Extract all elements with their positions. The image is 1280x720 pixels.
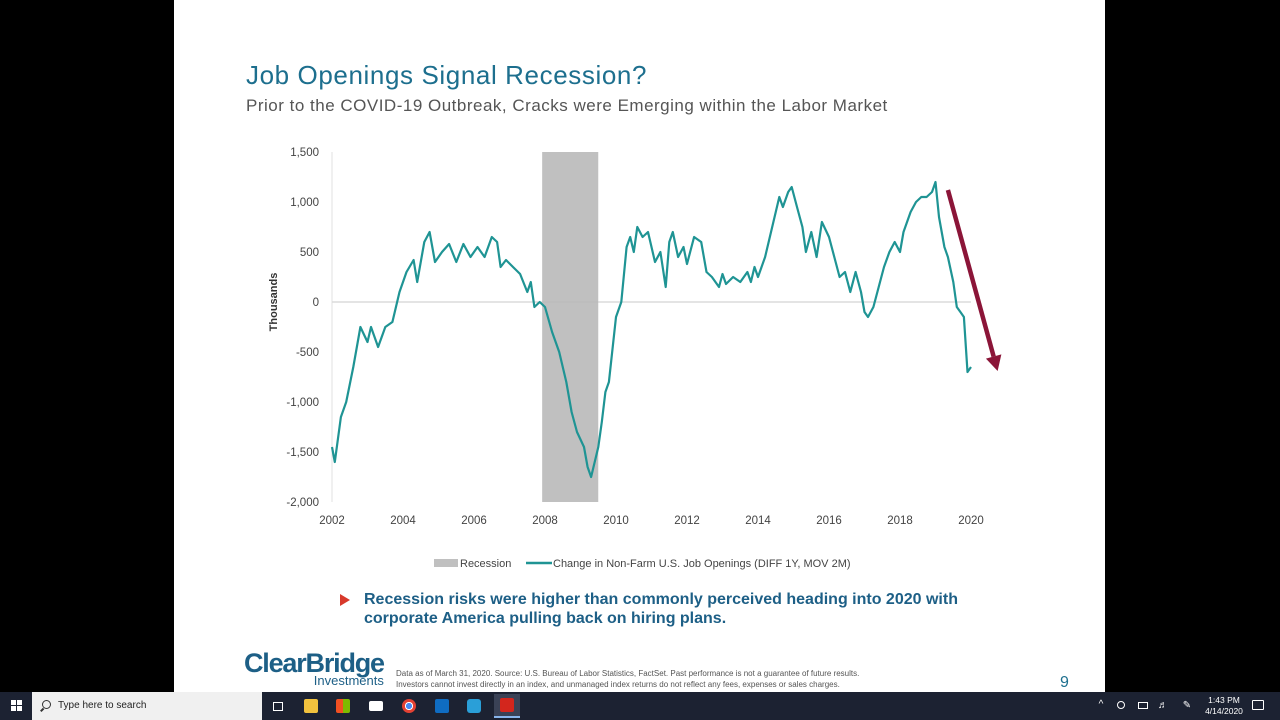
snowflake-app-icon[interactable] [461,694,487,718]
slide: Job Openings Signal Recession? Prior to … [174,0,1105,692]
pen-icon[interactable]: ✎ [1182,700,1192,711]
logo-sub-text: Investments [313,673,384,688]
notification-center-icon[interactable] [1252,700,1264,710]
network-globe-icon[interactable] [1117,701,1125,709]
legend-recession-swatch [434,559,458,567]
bullet-marker-icon [340,594,350,606]
battery-icon[interactable] [1138,702,1148,709]
slide-subtitle: Prior to the COVID-19 Outbreak, Cracks w… [246,96,888,115]
y-tick-label: -1,000 [286,397,319,409]
task-view-icon[interactable] [265,694,291,718]
system-clock[interactable]: 1:43 PM 4/14/2020 [1196,695,1252,717]
y-tick-label: -1,500 [286,447,319,459]
store-icon[interactable] [330,694,356,718]
x-tick-label: 2020 [958,515,984,527]
series-line [330,180,972,479]
y-tick-label: 1,500 [290,147,319,159]
x-tick-label: 2008 [532,515,558,527]
trend-arrow-head [985,354,1002,371]
x-tick-label: 2006 [461,515,487,527]
x-tick-label: 2014 [745,515,771,527]
chrome-icon[interactable] [396,694,422,718]
x-tick-label: 2016 [816,515,842,527]
legend-recession-label: Recession [460,558,511,570]
search-icon [42,700,51,709]
footnote-line-2: Investors cannot invest directly in an i… [396,680,840,689]
x-tick-label: 2002 [319,515,345,527]
taskbar: Type here to search ^ ♬ ✎ 1:43 PM 4/14/2… [0,692,1280,720]
clearbridge-logo: ClearBridge Investments [244,648,385,688]
legend-series-label: Change in Non-Farm U.S. Job Openings (DI… [553,558,851,570]
y-tick-label: -2,000 [286,497,319,509]
file-explorer-icon[interactable] [298,694,324,718]
y-tick-label: -500 [296,347,319,359]
page-number: 9 [1060,674,1069,691]
y-tick-label: 500 [300,247,319,259]
windows-start-icon[interactable] [0,692,32,720]
x-tick-label: 2010 [603,515,629,527]
y-axis-label: Thousands [268,273,280,332]
trend-arrow-shaft [945,189,996,358]
y-tick-label: 0 [313,297,319,309]
search-placeholder: Type here to search [58,700,147,711]
x-tick-label: 2012 [674,515,700,527]
outlook-icon[interactable] [429,694,455,718]
show-hidden-icons-chevron-icon[interactable]: ^ [1098,699,1104,710]
mail-icon[interactable] [363,694,389,718]
x-tick-label: 2018 [887,515,913,527]
slide-title: Job Openings Signal Recession? [246,60,648,90]
job-openings-chart: 1,500 1,000 500 0 -500 -1,000 -1,500 -2,0002002… [268,147,1002,570]
footnote: Data as of March 31, 2020. Source: U.S. … [396,668,859,690]
key-takeaway: Recession risks were higher than commonl… [364,591,958,627]
taskbar-search-box[interactable]: Type here to search [32,692,262,720]
logo-main-text: ClearBridge [244,648,385,678]
x-tick-label: 2004 [390,515,416,527]
clock-time: 1:43 PM [1208,695,1240,705]
y-tick-label: 1,000 [290,197,319,209]
footnote-line-1: Data as of March 31, 2020. Source: U.S. … [396,669,860,678]
clock-date: 4/14/2020 [1205,706,1243,716]
volume-icon[interactable]: ♬ [1158,700,1168,711]
acrobat-icon[interactable] [494,694,520,718]
